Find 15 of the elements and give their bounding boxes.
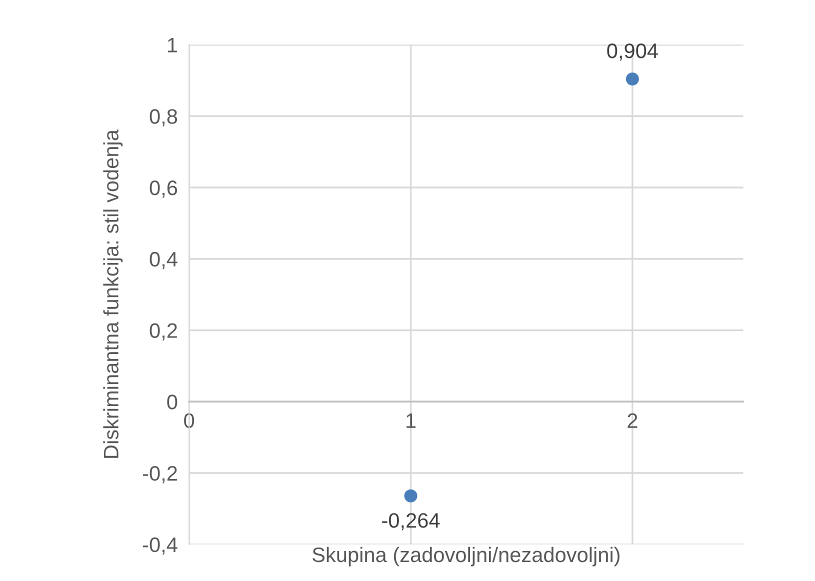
y-tick-label: 0,4: [150, 252, 178, 270]
y-tick-label: 1: [168, 38, 177, 52]
y-tick-label: 0,6: [150, 180, 178, 198]
y-tick-label: -0,4: [143, 537, 178, 555]
y-tick-label: 0,2: [150, 323, 177, 340]
x-tick-label: 2: [628, 413, 638, 428]
y-tick-label: 0,8: [150, 109, 178, 126]
y-tick-label: 0: [167, 394, 178, 410]
y-axis-title: Diskriminantna funkcija: stil vodenja: [103, 130, 123, 458]
x-axis-title: Skupina (zadovoljni/nezadovoljni): [312, 546, 620, 566]
x-tick-label: 0: [184, 413, 194, 428]
x-tick-label: 1: [406, 414, 416, 428]
y-tick-label: -0,2: [143, 466, 177, 484]
data-label: 0,904: [607, 43, 658, 61]
data-label: -0,264: [382, 513, 440, 530]
